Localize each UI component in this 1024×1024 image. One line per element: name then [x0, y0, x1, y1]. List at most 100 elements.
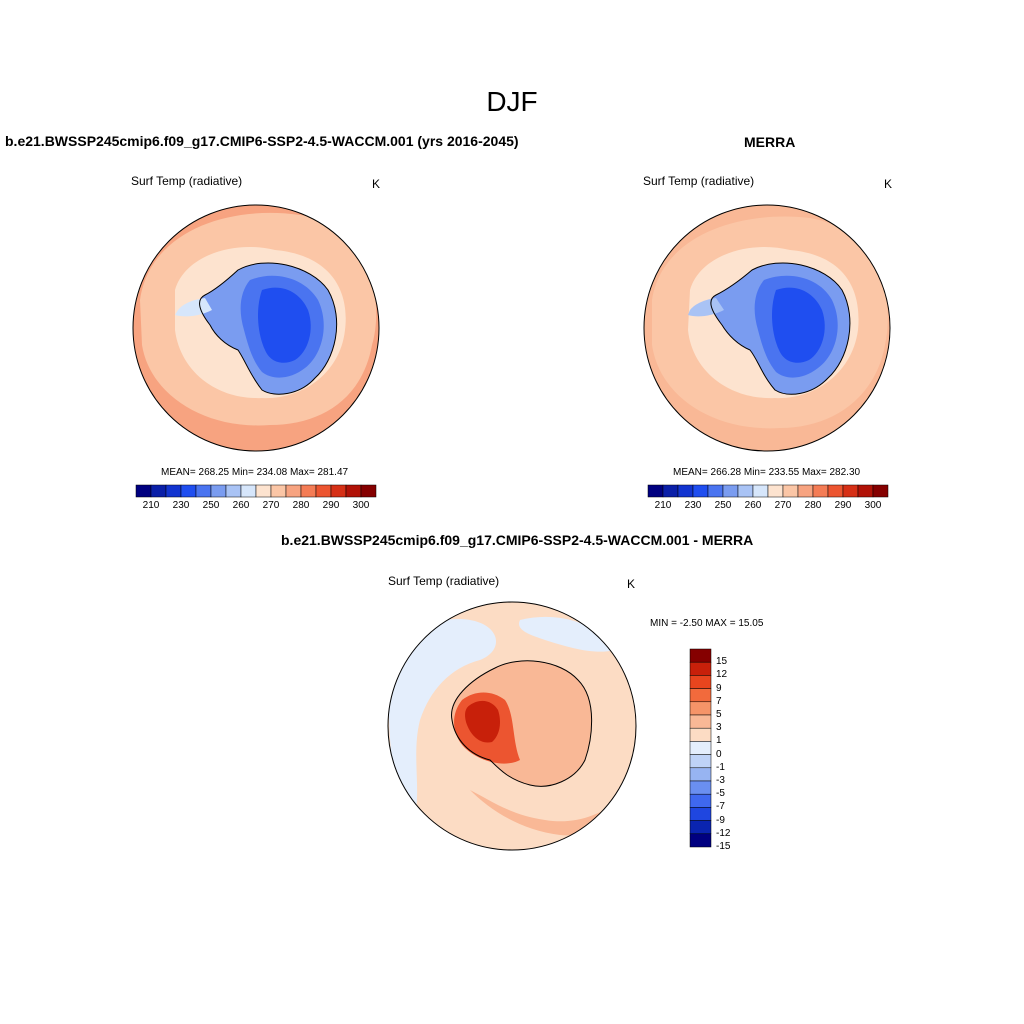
panel-3-units: K	[627, 577, 636, 591]
colorbar-swatch	[689, 807, 712, 821]
colorbar-swatch	[270, 484, 287, 498]
colorbar-tick-label: 270	[262, 500, 280, 511]
colorbar-swatch	[240, 484, 257, 498]
panel-1-variable: Surf Temp (radiative)	[131, 174, 243, 188]
diff-warm-south	[470, 790, 620, 836]
panel-1-stats: MEAN= 268.25 Min= 234.08 Max= 281.47	[161, 467, 349, 478]
colorbar-tick-label: 300	[864, 500, 882, 511]
colorbar-swatch	[689, 741, 712, 755]
colorbar-swatch	[812, 484, 829, 498]
panel-1-units: K	[372, 177, 381, 191]
colorbar-swatch	[689, 833, 712, 848]
colorbar-swatch	[689, 820, 712, 835]
antarctica-plateau	[258, 287, 311, 363]
colorbar-swatch	[647, 484, 664, 498]
colorbar-tick-label: -15	[716, 841, 731, 852]
colorbar-tick-label: 230	[684, 500, 702, 511]
colorbar-tick-label: -5	[716, 788, 725, 800]
antarctica-plateau	[772, 287, 825, 363]
diff-cool-west	[388, 619, 497, 830]
colorbar-swatch	[842, 484, 859, 498]
colorbar-swatch	[210, 484, 227, 498]
colorbar-swatch	[135, 484, 152, 498]
colorbar-tick-label: 1	[716, 735, 722, 747]
colorbar-tick-label: 250	[202, 500, 220, 511]
colorbar-swatch	[689, 714, 712, 729]
colorbar-swatch	[689, 780, 712, 795]
colorbar-swatch	[692, 484, 709, 498]
colorbar-swatch	[150, 484, 167, 498]
colorbar-swatch	[752, 484, 769, 498]
panel-3-map	[388, 602, 636, 850]
colorbar-swatch	[689, 688, 712, 703]
colorbar-swatch	[767, 484, 784, 498]
colorbar-tick-label: -12	[716, 827, 731, 839]
colorbar-swatch	[689, 767, 712, 782]
colorbar-swatch	[689, 793, 712, 808]
colorbar-swatch	[180, 484, 197, 498]
colorbar-tick-label: -7	[716, 801, 725, 813]
panel-1-map	[133, 205, 379, 451]
colorbar-swatch	[662, 484, 679, 498]
colorbar-tick-label: 290	[322, 500, 340, 511]
panel-1-colorbar	[135, 484, 377, 498]
colorbar-tick-label: 5	[716, 709, 722, 720]
colorbar-swatch	[677, 484, 694, 498]
colorbar-swatch	[707, 484, 724, 498]
colorbar-tick-label: 7	[716, 695, 722, 707]
antarctica-diff-peak	[465, 700, 500, 743]
peninsula	[175, 298, 212, 317]
colorbar-tick-label: 290	[834, 500, 852, 511]
panel-2-map	[644, 205, 890, 451]
diff-cool-north	[519, 616, 615, 652]
colorbar-tick-label: 230	[172, 500, 190, 511]
colorbar-swatch	[689, 661, 712, 676]
colorbar-tick-label: 12	[716, 669, 728, 681]
colorbar-tick-label: 0	[716, 748, 722, 760]
colorbar-swatch	[689, 701, 712, 716]
colorbar-tick-label: 210	[142, 500, 160, 511]
colorbar-tick-label: 15	[716, 656, 728, 668]
colorbar-swatch	[360, 484, 377, 498]
colorbar-swatch	[689, 727, 712, 742]
colorbar-swatch	[737, 484, 754, 498]
colorbar-swatch	[195, 484, 212, 498]
colorbar-tick-label: 210	[654, 500, 672, 511]
panel-3-border	[387, 601, 637, 851]
panel-3-title: b.e21.BWSSP245cmip6.f09_g17.CMIP6-SSP2-4…	[281, 532, 754, 548]
colorbar-tick-label: 280	[292, 500, 310, 511]
colorbar-tick-label: 260	[744, 500, 762, 511]
colorbar-tick-label: 3	[716, 722, 722, 734]
colorbar-tick-label: -9	[716, 814, 725, 826]
panel-3-stats: MIN = -2.50 MAX = 15.05	[650, 618, 764, 629]
colorbar-tick-label: 300	[352, 500, 370, 511]
colorbar-swatch	[689, 648, 712, 663]
peninsula	[688, 298, 724, 317]
colorbar-swatch	[345, 484, 362, 498]
colorbar-tick-label: -1	[716, 761, 725, 773]
panel-1-title: b.e21.BWSSP245cmip6.f09_g17.CMIP6-SSP2-4…	[5, 133, 519, 149]
colorbar-swatch	[285, 484, 302, 498]
colorbar-tick-label: 280	[804, 500, 822, 511]
colorbar-swatch	[782, 484, 799, 498]
main-title: DJF	[486, 86, 538, 117]
colorbar-tick-label: 250	[714, 500, 732, 511]
colorbar-tick-label: -3	[716, 775, 725, 786]
colorbar-swatch	[255, 484, 272, 498]
colorbar-swatch	[315, 484, 332, 498]
colorbar-swatch	[797, 484, 814, 498]
colorbar-swatch	[827, 484, 844, 498]
colorbar-swatch	[165, 484, 182, 498]
panel-1-border	[132, 204, 380, 452]
colorbar-swatch	[689, 675, 712, 689]
panel-2-stats: MEAN= 266.28 Min= 233.55 Max= 282.30	[673, 467, 861, 478]
colorbar-swatch	[722, 484, 739, 498]
colorbar-swatch	[857, 484, 874, 498]
panel-2-variable: Surf Temp (radiative)	[643, 174, 755, 188]
colorbar-swatch	[300, 484, 317, 498]
panel-2-units: K	[884, 177, 893, 191]
colorbar-swatch	[330, 484, 347, 498]
panel-3-colorbar	[689, 648, 712, 848]
panel-2-border	[643, 204, 891, 452]
